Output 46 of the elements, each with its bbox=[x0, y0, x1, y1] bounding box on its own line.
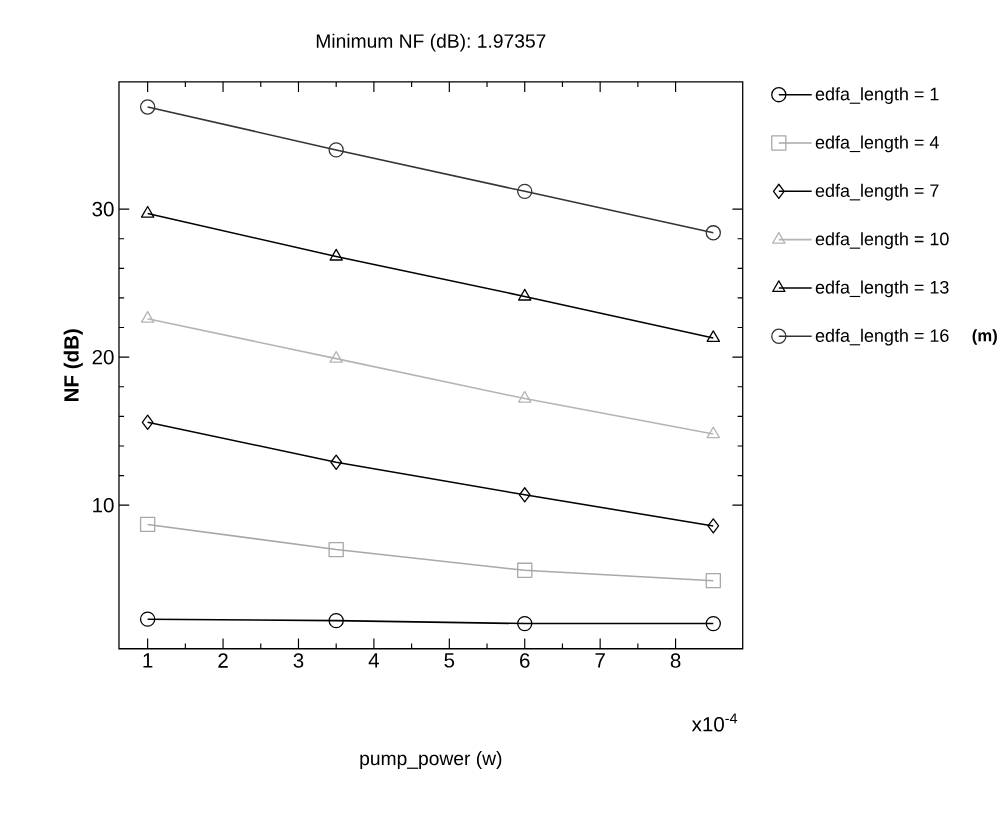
x-tick-label: 7 bbox=[595, 653, 605, 668]
point bbox=[705, 224, 721, 241]
point bbox=[706, 426, 721, 439]
point bbox=[328, 541, 344, 558]
point bbox=[705, 615, 721, 632]
point bbox=[141, 414, 154, 430]
point bbox=[139, 99, 156, 115]
legend-label: edfa_length = 16 bbox=[815, 328, 949, 346]
y-tick-label: 10 bbox=[93, 497, 114, 513]
y-axis-title: NF (dB) bbox=[63, 329, 83, 401]
legend-label: edfa_length = 10 bbox=[815, 231, 949, 249]
text: x10$^{-4}$ bbox=[691, 713, 738, 732]
x-tick-label: 2 bbox=[218, 653, 228, 668]
chart-title: Minimum NF (dB): 1.97357 bbox=[316, 33, 546, 52]
point bbox=[517, 615, 533, 632]
x-tick-label: 6 bbox=[520, 653, 530, 668]
legend-label: edfa_length = 1 bbox=[815, 86, 939, 104]
x-tick-label: 8 bbox=[670, 653, 681, 668]
point bbox=[517, 183, 533, 199]
x-tick-label: 3 bbox=[293, 653, 304, 668]
point bbox=[140, 205, 155, 218]
point bbox=[329, 350, 343, 363]
x-tick-label: 4 bbox=[368, 653, 379, 668]
point bbox=[139, 611, 156, 627]
x-tick-label: 1 bbox=[143, 653, 153, 668]
x-tick-label: 5 bbox=[444, 653, 455, 668]
point bbox=[330, 454, 343, 470]
point bbox=[328, 612, 344, 629]
point bbox=[706, 329, 721, 342]
point bbox=[517, 562, 533, 578]
point bbox=[517, 288, 532, 301]
point bbox=[705, 572, 721, 589]
point bbox=[518, 486, 531, 503]
legend-label: edfa_length = 4 bbox=[815, 135, 939, 153]
point bbox=[517, 390, 532, 403]
point bbox=[707, 517, 720, 534]
point bbox=[329, 248, 343, 261]
point bbox=[328, 141, 344, 158]
point bbox=[140, 310, 155, 323]
legend-label: edfa_length = 13 bbox=[815, 280, 949, 297]
x-axis-title: pump_power (w) bbox=[360, 750, 502, 769]
text: (m) bbox=[972, 328, 997, 345]
y-tick-label: 20 bbox=[92, 349, 114, 365]
point bbox=[139, 516, 156, 532]
y-tick-label: 30 bbox=[92, 201, 114, 217]
legend-label: edfa_length = 7 bbox=[815, 183, 939, 201]
